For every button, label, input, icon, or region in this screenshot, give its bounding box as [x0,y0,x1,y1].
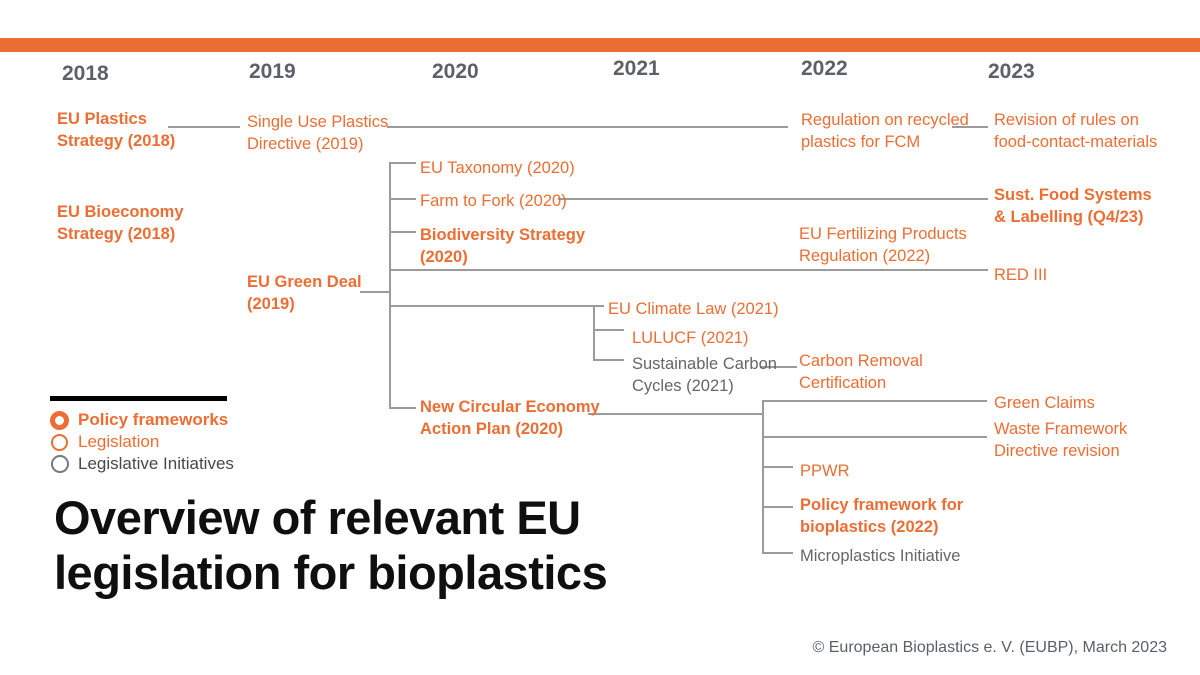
title-line-1: Overview of relevant EU [54,491,581,544]
connector-line [389,231,416,233]
node-eu-bioeconomy-strategy: EU Bioeconomy Strategy (2018) [57,203,184,243]
node-revision-rules-food-contact: Revision of rules on food-contact-materia… [994,111,1158,151]
legend-item-policy-frameworks: Policy frameworks [50,409,234,431]
year-label-2022: 2022 [801,57,848,80]
connector-line [389,162,416,164]
copyright-text: © European Bioplastics e. V. (EUBP), Mar… [812,639,1167,656]
connector-line [168,126,240,128]
node-eu-climate-law: EU Climate Law (2021) [608,300,779,318]
node-eu-fertilizing-products-regulation: EU Fertilizing Products Regulation (2022) [799,225,967,265]
node-eu-taxonomy: EU Taxonomy (2020) [420,159,575,177]
node-eu-green-deal: EU Green Deal (2019) [247,273,362,313]
legend-item-legislation: Legislation [50,431,234,453]
page-title: Overview of relevant EU legislation for … [54,490,608,600]
connector-line [389,162,391,408]
connector-line [593,329,624,331]
legend-label-legislation: Legislation [78,432,160,451]
legend-label-policy-frameworks: Policy frameworks [78,410,229,429]
connector-line [760,366,797,368]
connector-line [762,400,764,553]
legend: Policy frameworks Legislation Legislativ… [50,396,234,475]
connector-line [762,466,793,468]
connector-line [360,291,389,293]
node-microplastics-initiative: Microplastics Initiative [800,547,961,565]
node-waste-framework-directive-revision: Waste Framework Directive revision [994,420,1128,460]
node-lulucf: LULUCF (2021) [632,329,749,347]
connector-line [558,198,988,200]
legend-divider-bar [50,396,227,401]
legislation-ring-icon [51,433,68,451]
connector-line [762,506,793,508]
node-biodiversity-strategy: Biodiversity Strategy (2020) [420,226,586,266]
node-regulation-recycled-plastics-fcm: Regulation on recycled plastics for FCM [801,111,969,151]
connector-line [762,552,793,554]
connector-line [762,436,987,438]
node-carbon-removal-certification: Carbon Removal Certification [799,352,923,392]
legend-item-legislative-initiatives: Legislative Initiatives [50,453,234,475]
node-new-circular-economy-action-plan: New Circular Economy Action Plan (2020) [420,398,600,438]
top-accent-bar [0,38,1200,52]
connector-line [387,126,788,128]
connector-line [588,413,762,415]
node-farm-to-fork: Farm to Fork (2020) [420,192,567,210]
year-label-2020: 2020 [432,60,479,83]
node-sust-food-systems-labelling: Sust. Food Systems & Labelling (Q4/23) [994,186,1152,226]
year-label-2021: 2021 [613,57,660,80]
title-line-2: legislation for bioplastics [54,546,608,599]
connector-line [762,400,987,402]
connector-line [952,126,988,128]
legislative-initiatives-ring-icon [50,455,69,473]
year-label-2019: 2019 [249,60,296,83]
node-single-use-plastics-directive: Single Use Plastics Directive (2019) [247,113,389,153]
connector-line [593,305,595,360]
year-label-2023: 2023 [988,60,1035,83]
connector-line [389,407,416,409]
connector-line [389,269,988,271]
connector-line [389,198,416,200]
year-label-2018: 2018 [62,62,109,85]
node-green-claims: Green Claims [994,394,1095,412]
legend-label-legislative-initiatives: Legislative Initiatives [78,454,234,473]
node-policy-framework-for-bioplastics: Policy framework for bioplastics (2022) [800,496,964,536]
policy-frameworks-ring-icon [50,410,69,430]
node-sustainable-carbon-cycles: Sustainable Carbon Cycles (2021) [632,355,777,395]
node-eu-plastics-strategy: EU Plastics Strategy (2018) [57,110,176,150]
connector-line [389,305,604,307]
node-ppwr: PPWR [800,462,850,480]
node-red-iii: RED III [994,266,1048,284]
connector-line [593,359,624,361]
